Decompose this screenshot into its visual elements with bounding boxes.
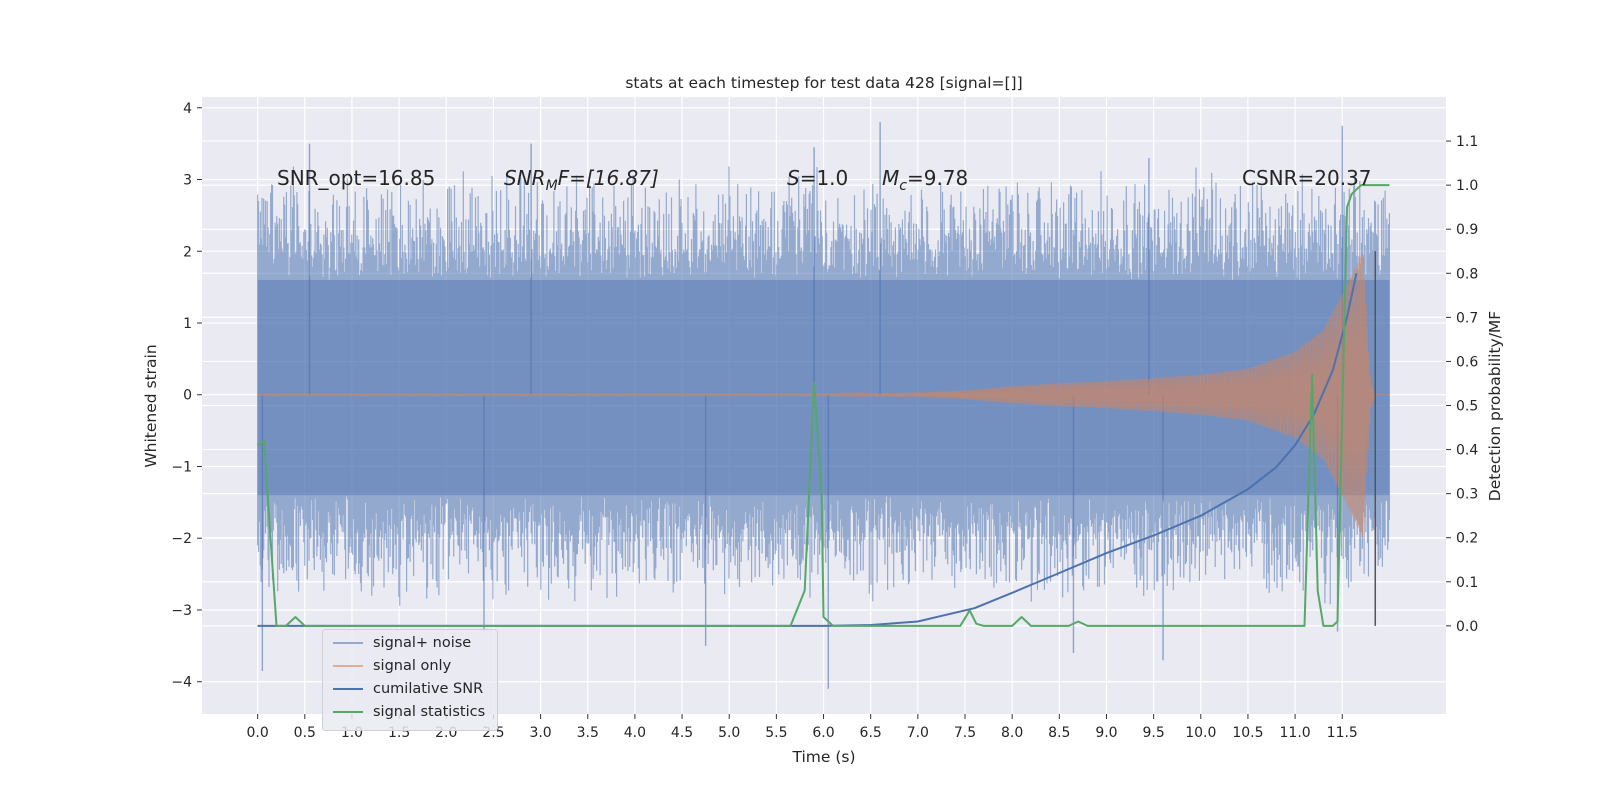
right-y-tick-label: 0.5 xyxy=(1456,399,1478,415)
legend-label: signal statistics xyxy=(373,704,486,720)
x-tick-label: 11.5 xyxy=(1327,725,1358,741)
right-y-tick-label: 0.1 xyxy=(1456,575,1478,591)
y-tick-label: −3 xyxy=(171,603,192,619)
x-tick-label: 11.0 xyxy=(1280,725,1311,741)
signal-only-series xyxy=(257,253,1390,538)
legend-item-cumulative-snr: cumilative SNR xyxy=(333,678,483,700)
right-y-tick-label: 0.7 xyxy=(1456,310,1478,326)
y-axis-ticks: 4 3 2 1 0 −1 −2 −3 −4 xyxy=(171,101,202,691)
right-y-axis-label: Detection probability/MF xyxy=(1486,311,1504,502)
y-axis-label: Whitened strain xyxy=(142,344,160,467)
y-tick-label: 0 xyxy=(183,388,192,404)
x-tick-label: 3.5 xyxy=(577,725,599,741)
legend-item-signal-statistics: signal statistics xyxy=(333,701,485,723)
legend-swatch xyxy=(333,642,363,644)
right-y-tick-label: 0.0 xyxy=(1456,619,1478,635)
chart-title: stats at each timestep for test data 428… xyxy=(625,74,1022,92)
x-tick-label: 4.0 xyxy=(624,725,646,741)
legend-label: signal+ noise xyxy=(373,635,472,651)
x-tick-label: 10.0 xyxy=(1185,725,1216,741)
signal-only-line xyxy=(257,253,1390,538)
legend-label: cumilative SNR xyxy=(373,681,484,697)
cumulative-snr-line xyxy=(257,273,1358,627)
right-y-tick-label: 1.0 xyxy=(1456,178,1478,194)
x-tick-label: 0.0 xyxy=(247,725,269,741)
legend-item-signal-only: signal only xyxy=(333,655,451,677)
x-tick-label: 8.0 xyxy=(1001,725,1023,741)
right-y-tick-label: 0.9 xyxy=(1456,222,1478,238)
y-tick-label: −1 xyxy=(171,459,192,475)
x-tick-label: 10.5 xyxy=(1232,725,1263,741)
annotation-csnr: CSNR=20.37 xyxy=(1242,166,1372,190)
legend-swatch xyxy=(333,665,363,667)
x-tick-label: 5.5 xyxy=(765,725,787,741)
right-y-tick-label: 0.2 xyxy=(1456,531,1478,547)
x-tick-label: 9.5 xyxy=(1142,725,1164,741)
y-tick-label: −4 xyxy=(171,675,192,691)
legend-item-signal-noise: signal+ noise xyxy=(333,632,471,654)
y-tick-label: 1 xyxy=(183,316,192,332)
legend-swatch xyxy=(333,711,363,713)
right-y-axis-ticks: 1.1 1.0 0.9 0.8 0.7 0.6 0.5 0.4 0.3 0.2 0.1 0.0 xyxy=(1446,134,1478,635)
x-axis-label: Time (s) xyxy=(791,748,855,766)
x-tick-label: 8.5 xyxy=(1048,725,1070,741)
y-tick-label: 3 xyxy=(183,173,192,189)
x-tick-label: 6.0 xyxy=(812,725,834,741)
x-tick-label: 5.0 xyxy=(718,725,740,741)
x-tick-label: 0.5 xyxy=(294,725,316,741)
signal-statistics-line xyxy=(257,184,1390,627)
y-tick-label: 2 xyxy=(183,244,192,260)
legend: signal+ noise signal only cumilative SNR… xyxy=(322,629,498,731)
x-tick-label: 7.0 xyxy=(907,725,929,741)
x-tick-label: 9.0 xyxy=(1095,725,1117,741)
x-tick-label: 4.5 xyxy=(671,725,693,741)
annotation-mc: Mc=9.78 xyxy=(882,166,968,194)
right-y-tick-label: 0.6 xyxy=(1456,354,1478,370)
x-tick-label: 6.5 xyxy=(860,725,882,741)
cumulative-snr-series xyxy=(257,273,1358,627)
annotation-s: S=1.0 xyxy=(787,166,848,190)
right-y-tick-label: 0.3 xyxy=(1456,487,1478,503)
y-tick-label: −2 xyxy=(171,531,192,547)
y-tick-label: 4 xyxy=(183,101,192,117)
annotation-snr-opt: SNR_opt=16.85 xyxy=(277,166,435,190)
right-y-tick-label: 0.8 xyxy=(1456,266,1478,282)
legend-label: signal only xyxy=(373,658,452,674)
right-y-tick-label: 0.4 xyxy=(1456,443,1478,459)
x-tick-label: 7.5 xyxy=(954,725,976,741)
x-tick-label: 3.0 xyxy=(529,725,551,741)
legend-swatch xyxy=(333,688,363,690)
annotation-snr-mf: SNRMF=[16.87] xyxy=(504,166,659,194)
signal-statistics-series xyxy=(257,184,1390,627)
right-y-tick-label: 1.1 xyxy=(1456,134,1478,150)
